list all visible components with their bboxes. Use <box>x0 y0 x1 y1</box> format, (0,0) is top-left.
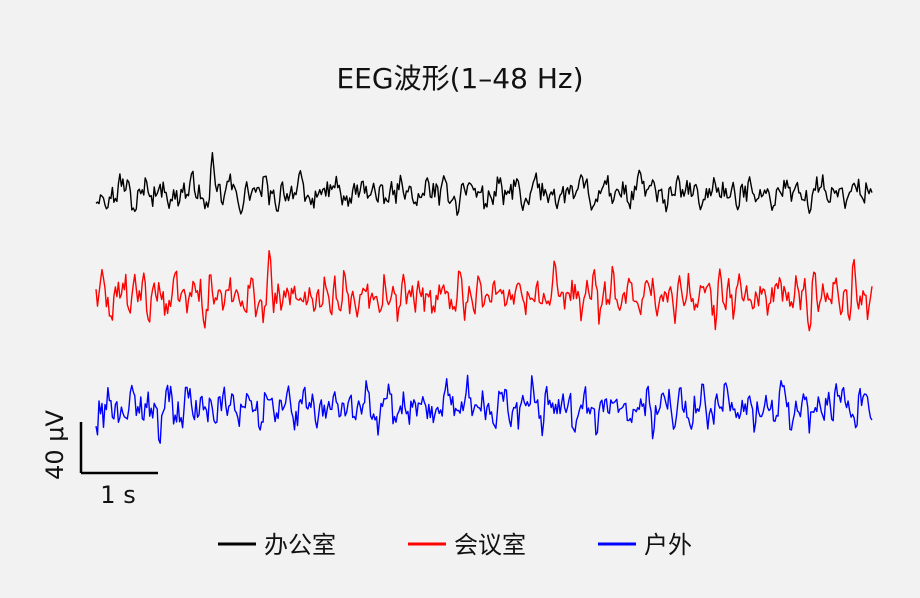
legend-label-1: 办公室 <box>264 531 336 559</box>
trace-line-1 <box>95 151 873 216</box>
scale-bar-time-label: 1 s <box>100 481 135 509</box>
chart-title: EEG波形(1–48 Hz) <box>336 62 583 95</box>
traces-group <box>95 151 873 444</box>
scale-bar-amplitude-label: 40 μV <box>41 409 69 479</box>
trace-line-2 <box>95 249 873 332</box>
legend-label-2: 会议室 <box>454 531 526 559</box>
trace-line-3 <box>95 374 873 444</box>
legend-label-3: 户外 <box>644 531 692 559</box>
scale-bar: 1 s 40 μV <box>41 409 158 509</box>
legend: 办公室 会议室 户外 <box>218 531 692 559</box>
